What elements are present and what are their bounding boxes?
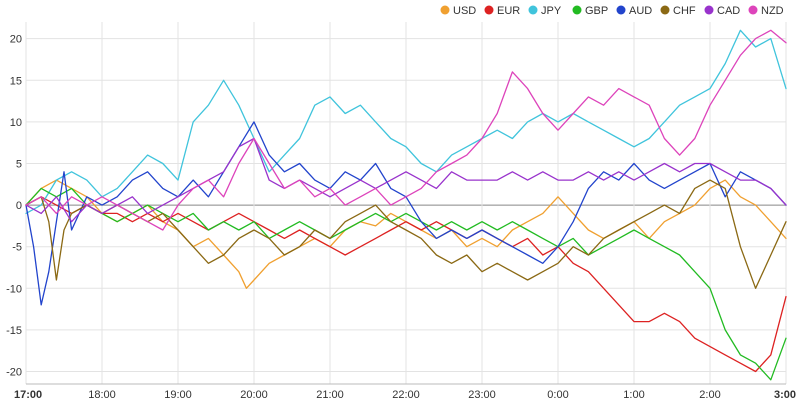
series-line-cad — [25, 137, 787, 223]
grid — [25, 22, 787, 385]
legend-label: EUR — [497, 5, 520, 17]
legend-label: CHF — [673, 5, 696, 17]
legend-marker — [748, 5, 758, 15]
legend-marker — [704, 5, 714, 15]
series-line-eur — [25, 196, 787, 373]
legend-marker — [572, 5, 582, 15]
series-line-nzd — [25, 29, 787, 231]
x-tick-label: 3:00 — [774, 389, 796, 401]
legend[interactable]: USD EUR JPY GBP AUD CHF CAD NZD — [440, 5, 784, 17]
legend-label: USD — [453, 5, 476, 17]
legend-item-nzd[interactable]: NZD — [748, 5, 784, 17]
legend-label: NZD — [761, 5, 784, 17]
legend-label: AUD — [629, 5, 652, 17]
x-tick-label: 23:00 — [468, 389, 496, 401]
y-tick-label: 0 — [16, 200, 22, 212]
legend-item-aud[interactable]: AUD — [616, 5, 653, 17]
y-tick-label: -20 — [6, 367, 22, 379]
x-tick-label: 22:00 — [392, 389, 420, 401]
legend-label: CAD — [717, 5, 740, 17]
x-tick-label: 1:00 — [623, 389, 644, 401]
legend-marker — [528, 5, 538, 15]
legend-label: GBP — [585, 5, 608, 17]
x-tick-label: 18:00 — [88, 389, 116, 401]
legend-label: JPY — [541, 5, 562, 17]
legend-item-eur[interactable]: EUR — [484, 5, 521, 17]
y-tick-label: -15 — [6, 325, 22, 337]
y-tick-label: 10 — [10, 117, 22, 129]
y-tick-label: -10 — [6, 283, 22, 295]
y-tick-label: 5 — [16, 158, 22, 170]
series-line-aud — [25, 121, 787, 306]
legend-marker — [440, 5, 450, 15]
legend-item-usd[interactable]: USD — [440, 5, 477, 17]
y-tick-label: -5 — [12, 242, 22, 254]
series-lines — [25, 29, 787, 381]
x-tick-label: 19:00 — [164, 389, 192, 401]
y-tick-label: 15 — [10, 75, 22, 87]
legend-item-chf[interactable]: CHF — [660, 5, 696, 17]
legend-item-cad[interactable]: CAD — [704, 5, 741, 17]
x-tick-label: 17:00 — [14, 389, 42, 401]
legend-item-gbp[interactable]: GBP — [572, 5, 609, 17]
legend-item-jpy[interactable]: JPY — [528, 5, 562, 17]
series-line-gbp — [25, 187, 787, 381]
legend-marker — [616, 5, 626, 15]
legend-marker — [660, 5, 670, 15]
x-tick-label: 0:00 — [547, 389, 568, 401]
y-axis-labels: -20 -15 -10 -5 0 5 10 15 20 — [6, 34, 22, 379]
x-tick-label: 21:00 — [316, 389, 344, 401]
y-tick-label: 20 — [10, 34, 22, 46]
x-axis-labels: 17:00 18:00 19:00 20:00 21:00 22:00 23:00 0:00 1… — [14, 389, 796, 401]
x-tick-label: 20:00 — [240, 389, 268, 401]
x-tick-label: 2:00 — [699, 389, 720, 401]
legend-marker — [484, 5, 494, 15]
